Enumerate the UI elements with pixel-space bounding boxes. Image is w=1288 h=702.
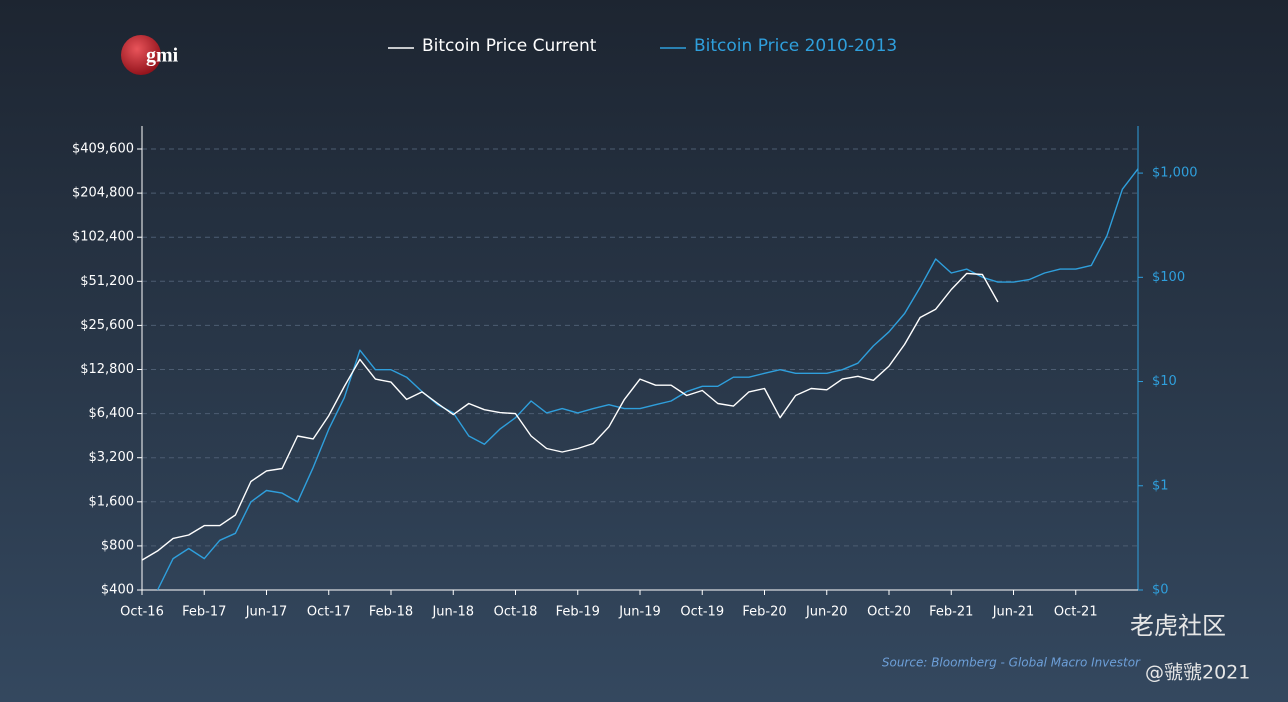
x-tick-label: Oct-17: [307, 605, 351, 620]
y-tick-label: $25,600: [80, 318, 134, 333]
y-tick-label: $1,600: [89, 494, 135, 509]
x-tick-label: Oct-16: [120, 605, 164, 620]
y2-tick-label: $10: [1152, 374, 1177, 389]
x-tick-label: Jun-20: [805, 605, 848, 620]
x-tick-label: Feb-18: [369, 605, 413, 620]
y-tick-label: $400: [101, 583, 134, 598]
series-line: [141, 272, 999, 561]
y2-tick-label: $100: [1152, 270, 1185, 285]
y-tick-label: $12,800: [80, 362, 134, 377]
x-tick-label: Oct-18: [494, 605, 538, 620]
watermark: 老虎社区: [1130, 612, 1226, 640]
y-tick-label: $51,200: [80, 274, 134, 289]
legend-label: Bitcoin Price 2010-2013: [694, 36, 897, 56]
x-tick-label: Feb-17: [182, 605, 226, 620]
y-tick-label: $102,400: [72, 230, 134, 245]
y2-tick-label: $1: [1152, 478, 1169, 493]
x-tick-label: Jun-18: [431, 605, 474, 620]
legend-label: Bitcoin Price Current: [422, 36, 597, 56]
x-tick-label: Oct-20: [867, 605, 911, 620]
x-tick-label: Jun-19: [618, 605, 661, 620]
y2-tick-label: $0: [1152, 583, 1169, 598]
watermark-user: @虢虢2021: [1145, 662, 1250, 684]
logo-ball: [121, 35, 161, 75]
x-tick-label: Jun-21: [992, 605, 1035, 620]
y-tick-label: $3,200: [89, 450, 135, 465]
x-tick-label: Feb-21: [929, 605, 973, 620]
series-line: [156, 168, 1139, 591]
y2-tick-label: $1,000: [1152, 166, 1198, 181]
y-tick-label: $409,600: [72, 142, 134, 157]
x-tick-label: Jun-17: [245, 605, 288, 620]
y-tick-label: $204,800: [72, 186, 134, 201]
y-tick-label: $800: [101, 538, 134, 553]
x-tick-label: Oct-21: [1054, 605, 1098, 620]
y-tick-label: $6,400: [89, 406, 135, 421]
source: Source: Bloomberg - Global Macro Investo…: [882, 656, 1141, 670]
x-tick-label: Oct-19: [680, 605, 724, 620]
x-tick-label: Feb-20: [742, 605, 786, 620]
logo: gmi: [146, 45, 179, 67]
x-tick-label: Feb-19: [556, 605, 600, 620]
